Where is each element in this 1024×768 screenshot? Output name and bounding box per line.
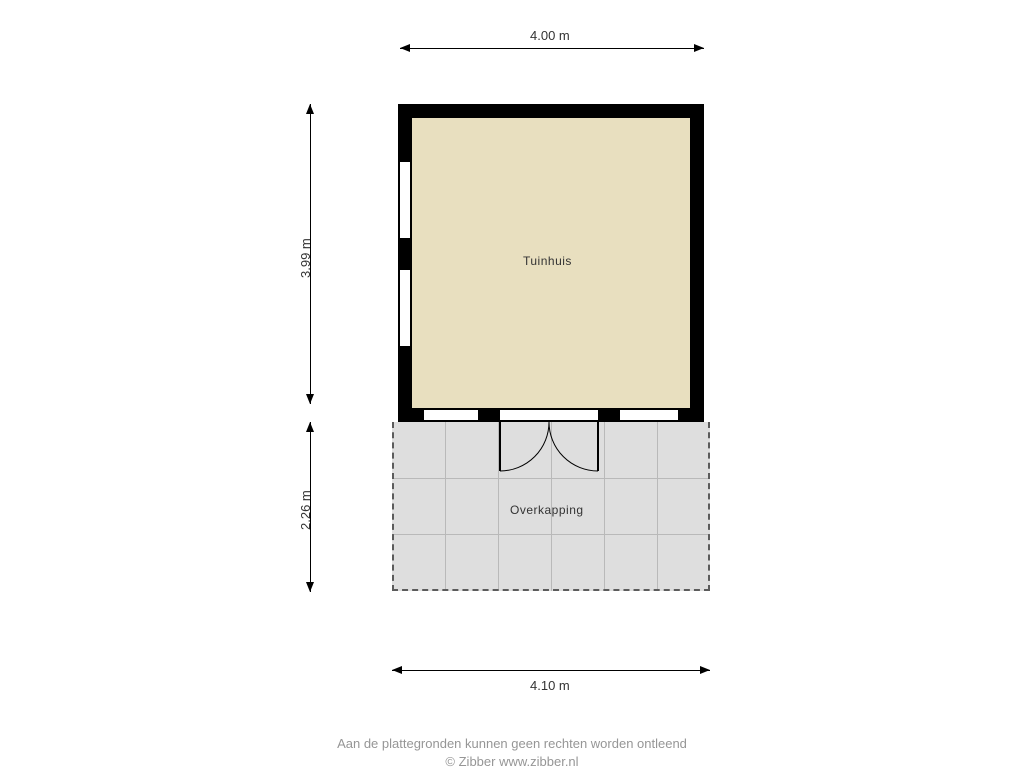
footer-line2: © Zibber www.zibber.nl [445, 754, 578, 768]
wall-bottom-seg3 [598, 408, 620, 422]
window-left-1b [410, 162, 412, 238]
wall-bottom-seg4 [678, 408, 704, 422]
dim-top-label: 4.00 m [530, 28, 570, 43]
wall-left-seg1 [398, 104, 412, 162]
dim-bottom-arrow-left [392, 666, 402, 674]
tuinhuis-label: Tuinhuis [523, 254, 572, 268]
window-bottom-2b [620, 420, 678, 422]
footer-text: Aan de plattegronden kunnen geen rechten… [0, 735, 1024, 768]
window-bottom-1a [424, 408, 478, 410]
dim-left-upper-arrow-up [306, 104, 314, 114]
door-threshold-a [500, 408, 598, 410]
dim-bottom-line [392, 670, 710, 671]
wall-top [398, 104, 704, 118]
wall-bottom-seg1 [398, 408, 424, 422]
door-double-icon [500, 422, 598, 477]
dim-bottom-label: 4.10 m [530, 678, 570, 693]
footer-line1: Aan de plattegronden kunnen geen rechten… [337, 736, 687, 751]
dim-left-lower-arrow-up [306, 422, 314, 432]
wall-left-seg2 [398, 238, 412, 270]
wall-right [690, 104, 704, 422]
overkapping-label: Overkapping [510, 503, 584, 517]
dim-left-lower-arrow-down [306, 582, 314, 592]
window-bottom-2a [620, 408, 678, 410]
floorplan-stage: 4.00 m 4.10 m 3.99 m 2.26 m [0, 0, 1024, 768]
window-left-1 [398, 162, 400, 238]
dim-left-upper-label: 3.99 m [298, 238, 313, 278]
dim-top-arrow-right [694, 44, 704, 52]
window-left-2b [410, 270, 412, 346]
dim-bottom-arrow-right [700, 666, 710, 674]
dim-left-upper-arrow-down [306, 394, 314, 404]
window-left-2 [398, 270, 400, 346]
wall-bottom-seg2 [478, 408, 500, 422]
dim-top-line [400, 48, 704, 49]
dim-left-lower-label: 2.26 m [298, 490, 313, 530]
window-bottom-1b [424, 420, 478, 422]
dim-top-arrow-left [400, 44, 410, 52]
